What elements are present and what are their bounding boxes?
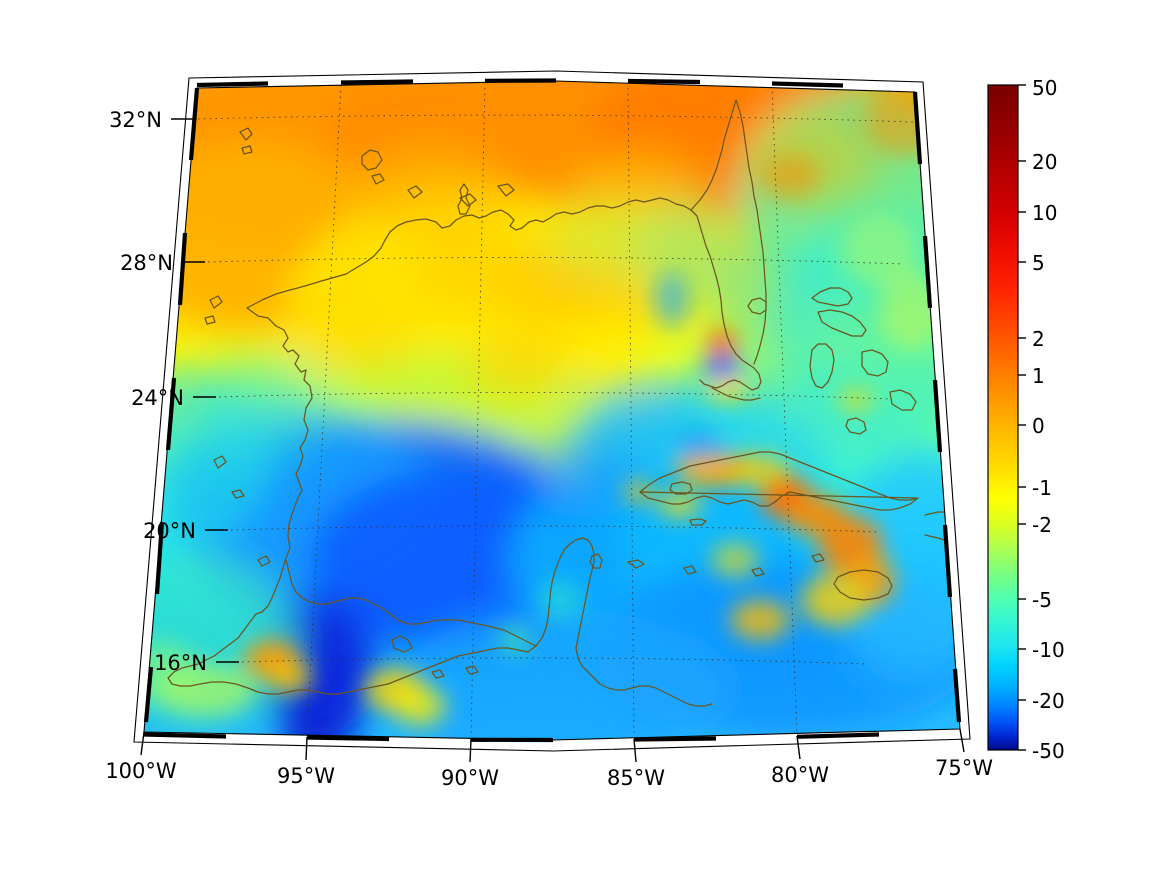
- colorbar-ticks: [1018, 84, 1026, 751]
- coast-andros: [809, 343, 835, 389]
- parallel-20N: [230, 525, 881, 533]
- coast-cozumel: [589, 553, 603, 569]
- coast-grand-bahama: [817, 309, 867, 337]
- cb-label-neg50: -50: [1032, 739, 1065, 763]
- parallel-24N: [218, 392, 893, 400]
- coast-mexico-east: [167, 613, 389, 695]
- coast-florida-east: [690, 99, 767, 365]
- coast-bahamas: [811, 287, 853, 307]
- y-tick-label-32N: 32°N: [109, 108, 162, 132]
- cb-label-neg1: -1: [1032, 476, 1052, 500]
- y-tick-label-28N: 28°N: [120, 251, 173, 275]
- coast-gulf-usa: [246, 307, 313, 615]
- frame-ticks-bottom: [143, 732, 880, 743]
- coast-mississippi-delta: [457, 183, 471, 215]
- coast-florida-keys: [711, 387, 761, 401]
- parallel-16N: [241, 657, 869, 665]
- cb-label-neg10: -10: [1032, 638, 1065, 662]
- x-axis-labels: 100°W 95°W 90°W 85°W 80°W 75°W: [105, 756, 993, 790]
- x-tick-label-95W: 95°W: [277, 764, 335, 788]
- cb-label-10: 10: [1032, 201, 1057, 225]
- coast-yucatan-north: [285, 559, 537, 647]
- coast-yucatan: [387, 537, 595, 685]
- cb-label-neg2: -2: [1032, 513, 1052, 537]
- cb-label-1: 1: [1032, 364, 1045, 388]
- coast-bahamas-se: [861, 349, 889, 377]
- frame-ticks-left: [143, 87, 200, 723]
- coast-texas-upper: [246, 218, 427, 309]
- coast-bahamas-small: [845, 417, 867, 435]
- frame-ticks-right: [912, 91, 962, 723]
- coast-isla-juventud: [669, 481, 693, 495]
- cb-label-neg20: -20: [1032, 689, 1065, 713]
- meridian-85W: [627, 81, 635, 739]
- y-tick-label-20N: 20°N: [143, 519, 196, 543]
- cb-label-neg5: -5: [1032, 588, 1052, 612]
- coast-louisiana: [425, 197, 692, 231]
- map-data-field: [144, 81, 960, 740]
- coast-jamaica: [833, 569, 893, 601]
- frame-ticks-top: [196, 78, 844, 88]
- x-tick-label-85W: 85°W: [607, 766, 665, 790]
- coast-central-america: [575, 597, 713, 707]
- parallel-28N: [207, 257, 904, 265]
- y-tick-label-16N: 16°N: [154, 651, 207, 675]
- x-tick-label-75W: 75°W: [935, 756, 993, 780]
- colorbar[interactable]: 50 20 10 5 2 1 0 -1 -2 -5 -10 -20 -50: [987, 76, 1065, 763]
- field-mesoscale: [195, 105, 960, 700]
- meridian-90W: [470, 81, 486, 738]
- cb-label-0: 0: [1032, 414, 1045, 438]
- coast-cuba: [639, 451, 919, 511]
- y-axis-labels: 32°N 28°N 24°N 20°N 16°N: [109, 108, 207, 675]
- y-tick-label-24N: 24°N: [131, 386, 184, 410]
- lake-okeechobee: [747, 297, 767, 315]
- meridian-95W: [306, 84, 342, 735]
- coast-bahamas-far: [889, 389, 917, 411]
- coast-florida: [690, 209, 762, 391]
- cb-label-50: 50: [1032, 76, 1057, 100]
- x-tick-label-100W: 100°W: [105, 759, 177, 783]
- field-warm-features: [144, 84, 946, 726]
- coast-small-islands: [204, 127, 825, 679]
- colorbar-tick-labels: 50 20 10 5 2 1 0 -1 -2 -5 -10 -20 -50: [1032, 76, 1065, 763]
- x-tick-label-80W: 80°W: [771, 763, 829, 787]
- coast-cayman: [689, 518, 707, 526]
- colorbar-gradient[interactable]: [987, 84, 1019, 751]
- cb-label-2: 2: [1032, 327, 1045, 351]
- meridian-80W: [771, 85, 798, 735]
- cb-label-5: 5: [1032, 251, 1045, 275]
- x-tick-label-90W: 90°W: [441, 766, 499, 790]
- axis-ticks: [140, 118, 965, 763]
- frame-outer: [133, 70, 971, 752]
- cb-label-20: 20: [1032, 150, 1057, 174]
